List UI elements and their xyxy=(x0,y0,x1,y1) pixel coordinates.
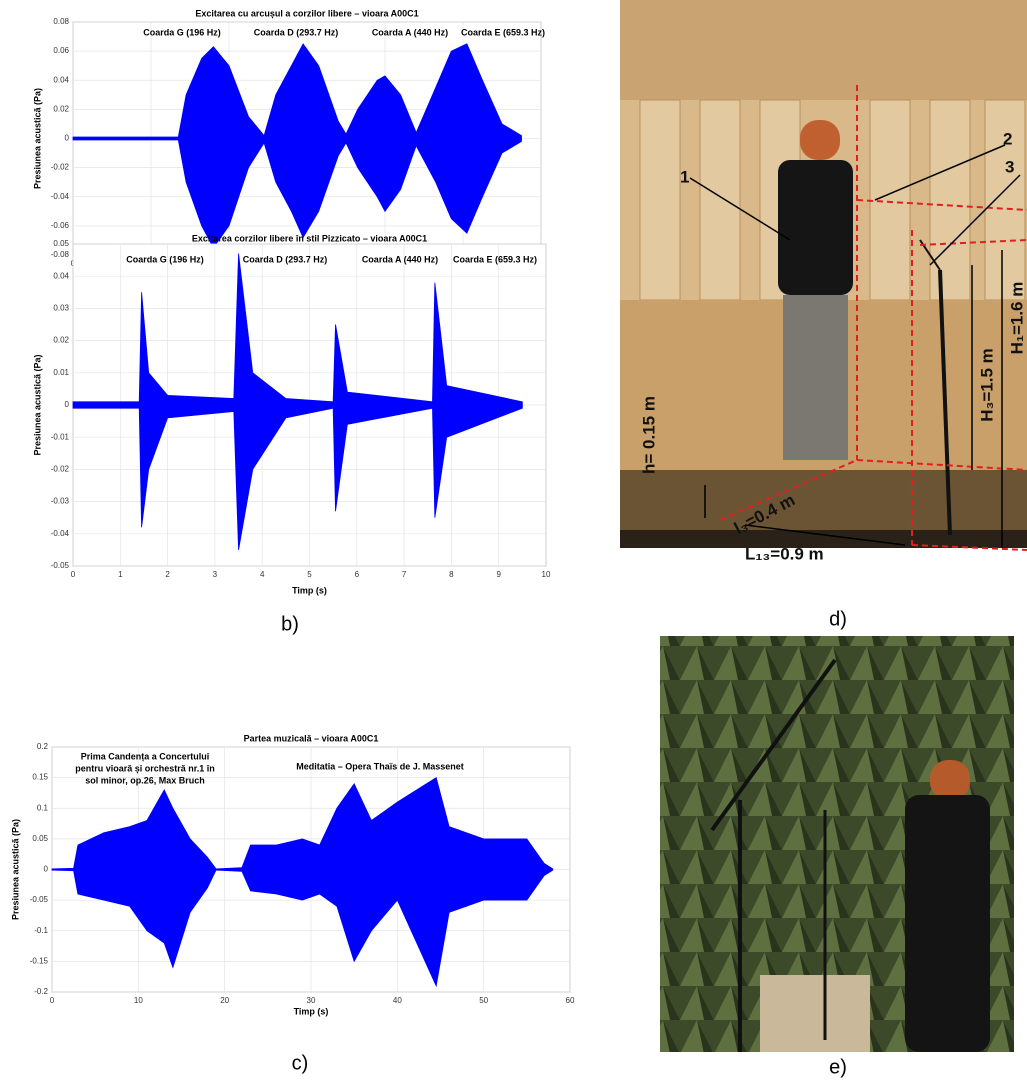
x-axis-label: Timp (s) xyxy=(292,585,327,595)
x-tick-label: 3 xyxy=(213,570,218,579)
y-axis-label: Presiunea acustică (Pa) xyxy=(32,88,42,189)
x-tick-label: 30 xyxy=(307,996,316,1005)
photo-label: L₁₃=0.9 m xyxy=(745,544,824,563)
y-tick-label: -0.04 xyxy=(51,192,70,201)
y-tick-label: 0.08 xyxy=(53,17,69,26)
y-tick-label: -0.02 xyxy=(51,465,70,474)
x-tick-label: 5 xyxy=(307,570,312,579)
annotation: sol minor, op.26, Max Bruch xyxy=(85,775,205,785)
y-tick-label: -0.2 xyxy=(34,987,48,996)
y-tick-label: -0.06 xyxy=(51,221,70,230)
x-axis-label: Timp (s) xyxy=(294,1006,329,1016)
annotation: pentru vioară și orchestră nr.1 în xyxy=(75,763,215,773)
y-tick-label: -0.03 xyxy=(51,497,70,506)
y-tick-label: 0.05 xyxy=(32,834,48,843)
x-tick-label: 20 xyxy=(220,996,229,1005)
figure: 1 2 3 H₁=1.6 m H₃=1.5 m h= 0.15 m l₃=0.4… xyxy=(0,0,1027,1083)
y-tick-label: -0.1 xyxy=(34,926,48,935)
y-axis-label: Presiunea acustică (Pa) xyxy=(32,354,42,455)
y-axis-label: Presiunea acustică (Pa) xyxy=(10,819,20,920)
chart: -0.05 -0.04 -0.03 -0.02 -0.01 0 0.01 0.02 0.03 0.… xyxy=(32,233,551,595)
x-tick-label: 6 xyxy=(355,570,360,579)
x-tick-label: 50 xyxy=(479,996,488,1005)
x-tick-label: 2 xyxy=(165,570,170,579)
y-tick-label: 0.02 xyxy=(53,336,69,345)
y-tick-label: 0.1 xyxy=(37,803,49,812)
y-tick-label: 0.04 xyxy=(53,75,69,84)
y-tick-label: 0.15 xyxy=(32,773,48,782)
chart: -0.2 -0.15 -0.1 -0.05 0 0.05 0.1 0.15 0.2 0 10 20 30… xyxy=(10,733,575,1016)
y-tick-label: 0.01 xyxy=(53,368,69,377)
chart-title: Excitarea corzilor libere în stil Pizzic… xyxy=(192,233,427,243)
y-tick-label: -0.05 xyxy=(51,561,70,570)
annotation: Coarda D (293.7 Hz) xyxy=(243,254,328,264)
photo-label: H₁=1.6 m xyxy=(1007,282,1026,355)
photo-label: 2 xyxy=(1003,129,1012,148)
y-tick-label: 0.02 xyxy=(53,104,69,113)
y-tick-label: 0.2 xyxy=(37,742,49,751)
y-tick-label: 0.04 xyxy=(53,271,69,280)
chart-title: Excitarea cu arcușul a corzilor libere –… xyxy=(195,8,418,18)
y-tick-label: 0 xyxy=(44,865,49,874)
photo-label: h= 0.15 m xyxy=(639,396,658,474)
x-tick-label: 60 xyxy=(566,996,575,1005)
y-tick-label: -0.15 xyxy=(30,956,49,965)
x-tick-label: 10 xyxy=(542,570,551,579)
x-tick-label: 1 xyxy=(118,570,123,579)
y-tick-label: 0.05 xyxy=(53,239,69,248)
photo-e xyxy=(660,636,1014,1052)
y-tick-label: 0.06 xyxy=(53,46,69,55)
annotation: Coarda E (659.3 Hz) xyxy=(461,27,545,37)
x-tick-label: 4 xyxy=(260,570,265,579)
y-tick-label: -0.04 xyxy=(51,529,70,538)
x-tick-label: 9 xyxy=(496,570,501,579)
annotation: Prima Candența a Concertului xyxy=(81,751,210,761)
x-tick-label: 0 xyxy=(50,996,55,1005)
photo-label: 1 xyxy=(680,167,689,186)
x-tick-label: 8 xyxy=(449,570,454,579)
y-tick-label: 0.03 xyxy=(53,304,69,313)
y-tick-label: -0.02 xyxy=(51,163,70,172)
y-tick-label: -0.08 xyxy=(51,250,70,259)
y-tick-label: -0.01 xyxy=(51,432,70,441)
photo-d: 1 2 3 H₁=1.6 m H₃=1.5 m h= 0.15 m l₃=0.4… xyxy=(620,0,1027,563)
y-tick-label: -0.05 xyxy=(30,895,49,904)
photo-label: H₃=1.5 m xyxy=(977,348,996,422)
panel-label: e) xyxy=(829,1056,847,1078)
annotation: Coarda A (440 Hz) xyxy=(362,254,438,264)
y-tick-label: 0 xyxy=(65,134,70,143)
panel-label: b) xyxy=(281,613,299,635)
annotation: Coarda D (293.7 Hz) xyxy=(254,27,339,37)
chart-title: Partea muzicală – vioara A00C1 xyxy=(244,733,379,743)
y-tick-label: 0 xyxy=(65,400,70,409)
photo-label: 3 xyxy=(1005,157,1014,176)
panel-label: d) xyxy=(829,608,847,630)
x-tick-label: 40 xyxy=(393,996,402,1005)
x-tick-label: 0 xyxy=(71,570,76,579)
panel-label: c) xyxy=(292,1052,309,1074)
x-tick-label: 10 xyxy=(134,996,143,1005)
annotation: Coarda A (440 Hz) xyxy=(372,27,448,37)
annotation: Coarda G (196 Hz) xyxy=(126,254,204,264)
x-tick-label: 7 xyxy=(402,570,407,579)
annotation: Coarda E (659.3 Hz) xyxy=(453,254,537,264)
annotation: Meditatia – Opera Thaïs de J. Massenet xyxy=(296,761,464,771)
annotation: Coarda G (196 Hz) xyxy=(143,27,221,37)
